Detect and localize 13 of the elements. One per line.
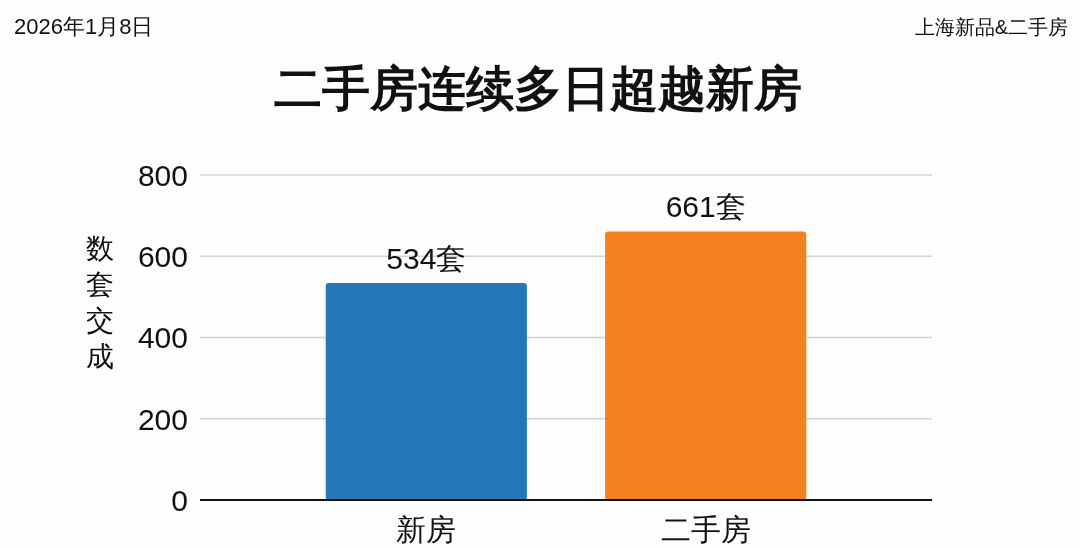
y-tick-label: 400 [137,321,188,355]
y-tick-label: 800 [137,158,188,192]
y-axis-title: 数套交成 [86,233,114,372]
x-tick-label: 新房 [396,513,457,546]
data-label: 534套 [386,242,467,276]
x-tick-label: 二手房 [660,513,751,546]
chart-title: 二手房连续多日超越新房 [274,62,802,115]
y-tick-label: 200 [137,402,188,436]
y-tick-label: 600 [137,240,188,274]
text: 上海新品&二手房 [914,16,1068,38]
y-tick-label: 0 [171,483,188,517]
text: 2026年1月8日 [14,14,154,39]
data-label: 661套 [665,190,746,224]
